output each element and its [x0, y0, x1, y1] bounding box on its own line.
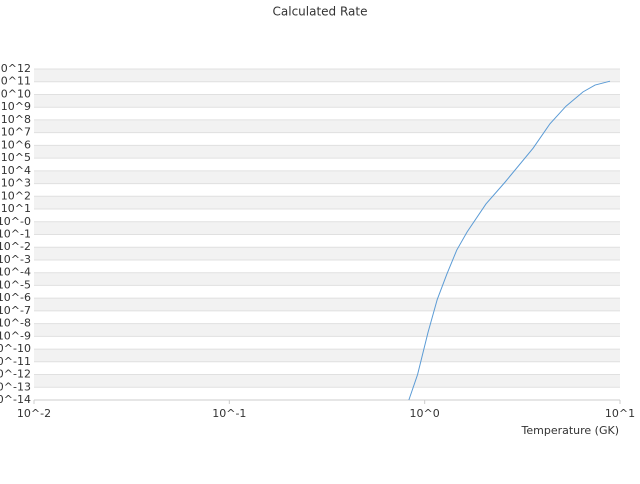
x-axis-label: Temperature (GK) [521, 424, 620, 437]
line [408, 80, 611, 401]
y-tick-label: 10^-3 [0, 253, 31, 266]
x-tick-label: 10^-2 [17, 407, 51, 420]
y-tick-label: 10^11 [0, 75, 31, 88]
grid-band [34, 349, 620, 362]
y-tick-label: 10^3 [1, 177, 31, 190]
grid-band [34, 298, 620, 311]
y-tick-label: 10^8 [1, 113, 31, 126]
grid-band [34, 323, 620, 337]
grid-band [34, 94, 620, 108]
grid-band [34, 196, 620, 210]
grid-band [34, 69, 620, 82]
y-tick-label: 10^-10 [0, 342, 31, 355]
y-tick-label: 10^7 [1, 126, 31, 139]
y-tick-label: 10^9 [1, 100, 31, 113]
grid-band [34, 119, 620, 133]
y-tick-label: 10^-14 [0, 393, 31, 406]
grid-band [34, 272, 620, 286]
y-tick-label: 10^-7 [0, 304, 31, 317]
chart-title: Calculated Rate [273, 5, 368, 19]
x-tick-label: 10^1 [605, 407, 635, 420]
y-tick-label: 10^-9 [0, 329, 31, 342]
y-tick-label: 10^-4 [0, 266, 31, 279]
y-tick-label: 10^-0 [0, 215, 31, 228]
y-tick-label: 10^5 [1, 151, 31, 164]
y-tick-label: 10^1 [1, 202, 31, 215]
grid-band [34, 170, 620, 184]
y-tick-label: 10^4 [1, 164, 31, 177]
x-tick-label: 10^0 [410, 407, 440, 420]
y-tick-label: 10^-1 [0, 228, 31, 241]
grid-band [34, 221, 620, 235]
y-tick-label: 10^6 [1, 138, 31, 151]
y-tick-label: 10^-8 [0, 317, 31, 330]
x-tick-label: 10^-1 [212, 407, 246, 420]
y-tick-label: 10^-6 [0, 291, 31, 304]
y-tick-label: 10^12 [0, 62, 31, 75]
y-tick-label: 10^-12 [0, 368, 31, 381]
y-tick-label: 10^-11 [0, 355, 31, 368]
y-tick-label: 10^-2 [0, 240, 31, 253]
y-tick-label: 10^-13 [0, 380, 31, 393]
grid-band [34, 247, 620, 260]
y-tick-label: 10^-5 [0, 278, 31, 291]
y-tick-label: 10^10 [0, 87, 31, 100]
grid-bands [34, 69, 620, 388]
grid-band [34, 374, 620, 388]
y-tick-label: 10^2 [1, 189, 31, 202]
grid-band [34, 145, 620, 159]
